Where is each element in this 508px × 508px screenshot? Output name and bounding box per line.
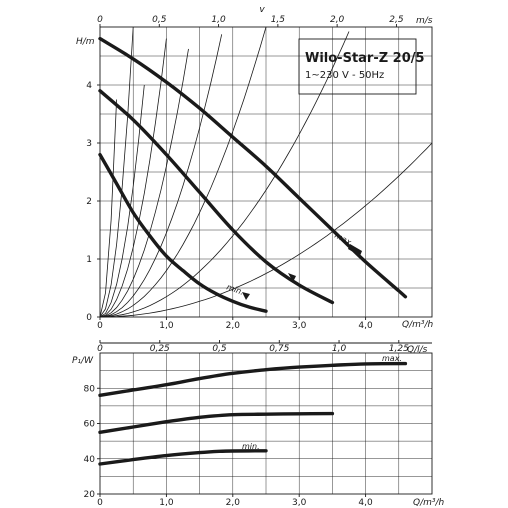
- head-y-tick-label: 1: [86, 255, 92, 265]
- power-curve-2: [98, 449, 268, 466]
- legend-box: [298, 38, 417, 95]
- head-curve-2: [98, 152, 268, 313]
- head-x-tick-label: 0: [97, 321, 103, 331]
- head-chart-ticks: 0 1,0 2,0 3,0 4,0 0 1 2 3 4 0 0,5 1,0 1,5 2,0 2,5: [86, 15, 404, 331]
- head-xlabel: Q/m³/h: [402, 320, 434, 330]
- velocity-axis-label: v: [259, 5, 265, 15]
- max-marker: [348, 244, 362, 256]
- head-curve-1: [98, 89, 335, 305]
- power-xlabel: Q/m³/h: [413, 498, 445, 508]
- head-chart-frame: [99, 26, 433, 318]
- power-chart-ticks: 0 1,0 2,0 3,0 4,0 20 40 60 80: [84, 384, 373, 508]
- system-curve: [99, 38, 167, 318]
- flow-ls-tick-label: 0,5: [212, 344, 227, 354]
- velocity-tick-label: 0: [97, 15, 103, 25]
- power-curve-1: [98, 411, 335, 434]
- legend-supply: 1~230 V - 50Hz: [305, 70, 384, 81]
- power-curve-chart: 0 1,0 2,0 3,0 4,0 20 40 60 80 max. min. P₁/W Q/m…: [72, 352, 445, 508]
- system-curve: [99, 48, 189, 318]
- velocity-tick-label: 0,5: [152, 15, 167, 25]
- power-x-tick-label: 0: [97, 498, 103, 508]
- power-curves: [98, 361, 408, 466]
- power-x-tick-label: 2,0: [226, 498, 241, 508]
- flow-ls-tick-label: 0,75: [269, 344, 289, 354]
- power-label-max: max.: [382, 354, 402, 363]
- velocity-axis-unit: m/s: [416, 16, 433, 26]
- system-curve: [100, 142, 433, 318]
- flow-ls-unit: Q/l/s: [407, 345, 428, 355]
- head-y-tick-label: 2: [86, 197, 92, 207]
- power-label-min: min.: [242, 442, 260, 451]
- flow-ls-tick-label: 0,25: [150, 344, 170, 354]
- head-y-tick-label: 3: [86, 139, 92, 149]
- power-x-tick-label: 3,0: [292, 498, 307, 508]
- velocity-tick-label: 1,0: [211, 15, 226, 25]
- head-label-max: max.: [333, 231, 355, 248]
- power-curve-0: [98, 361, 408, 397]
- velocity-tick-label: 2,0: [330, 15, 345, 25]
- flow-ls-tick-label: 1,0: [332, 344, 347, 354]
- head-curves: [98, 36, 408, 313]
- system-curves: [99, 26, 433, 318]
- power-y-tick-label: 40: [84, 455, 96, 465]
- flow-ls-axis: Q/l/s 0 0,25 0,5 0,75 1,0 1,25: [97, 340, 432, 355]
- power-y-tick-label: 80: [84, 384, 96, 394]
- head-ylabel: H/m: [76, 37, 95, 47]
- head-curve-0: [98, 36, 408, 299]
- head-x-tick-label: 4,0: [358, 321, 373, 331]
- power-chart-grid: [100, 353, 432, 494]
- head-y-tick-label: 0: [86, 313, 92, 323]
- velocity-tick-label: 1,5: [271, 15, 286, 25]
- head-y-tick-label: 4: [86, 81, 92, 91]
- min-marker: [242, 292, 250, 300]
- system-curve: [99, 99, 117, 318]
- system-curve: [99, 31, 350, 318]
- head-curve-chart: 0 1,0 2,0 3,0 4,0 0 1 2 3 4 0 0,5 1,0 1,5 2,0 2,5 Wilo-…: [76, 5, 434, 331]
- power-y-tick-label: 60: [84, 420, 96, 430]
- mid-marker: [288, 273, 296, 282]
- power-y-tick-label: 20: [84, 490, 96, 500]
- legend-model: Wilo-Star-Z 20/5: [305, 51, 425, 66]
- system-curve: [99, 26, 267, 318]
- power-x-tick-label: 4,0: [358, 498, 373, 508]
- velocity-tick-label: 2,5: [389, 15, 404, 25]
- system-curve: [99, 34, 223, 318]
- system-curve: [99, 84, 145, 318]
- head-x-tick-label: 2,0: [226, 321, 241, 331]
- power-ylabel: P₁/W: [72, 356, 94, 366]
- flow-ls-tick-label: 0: [97, 344, 103, 354]
- head-x-tick-label: 3,0: [292, 321, 307, 331]
- head-label-min: min.: [225, 282, 245, 296]
- flow-ls-tick-label: 1,25: [389, 344, 409, 354]
- head-x-tick-label: 1,0: [159, 321, 174, 331]
- power-x-tick-label: 1,0: [159, 498, 174, 508]
